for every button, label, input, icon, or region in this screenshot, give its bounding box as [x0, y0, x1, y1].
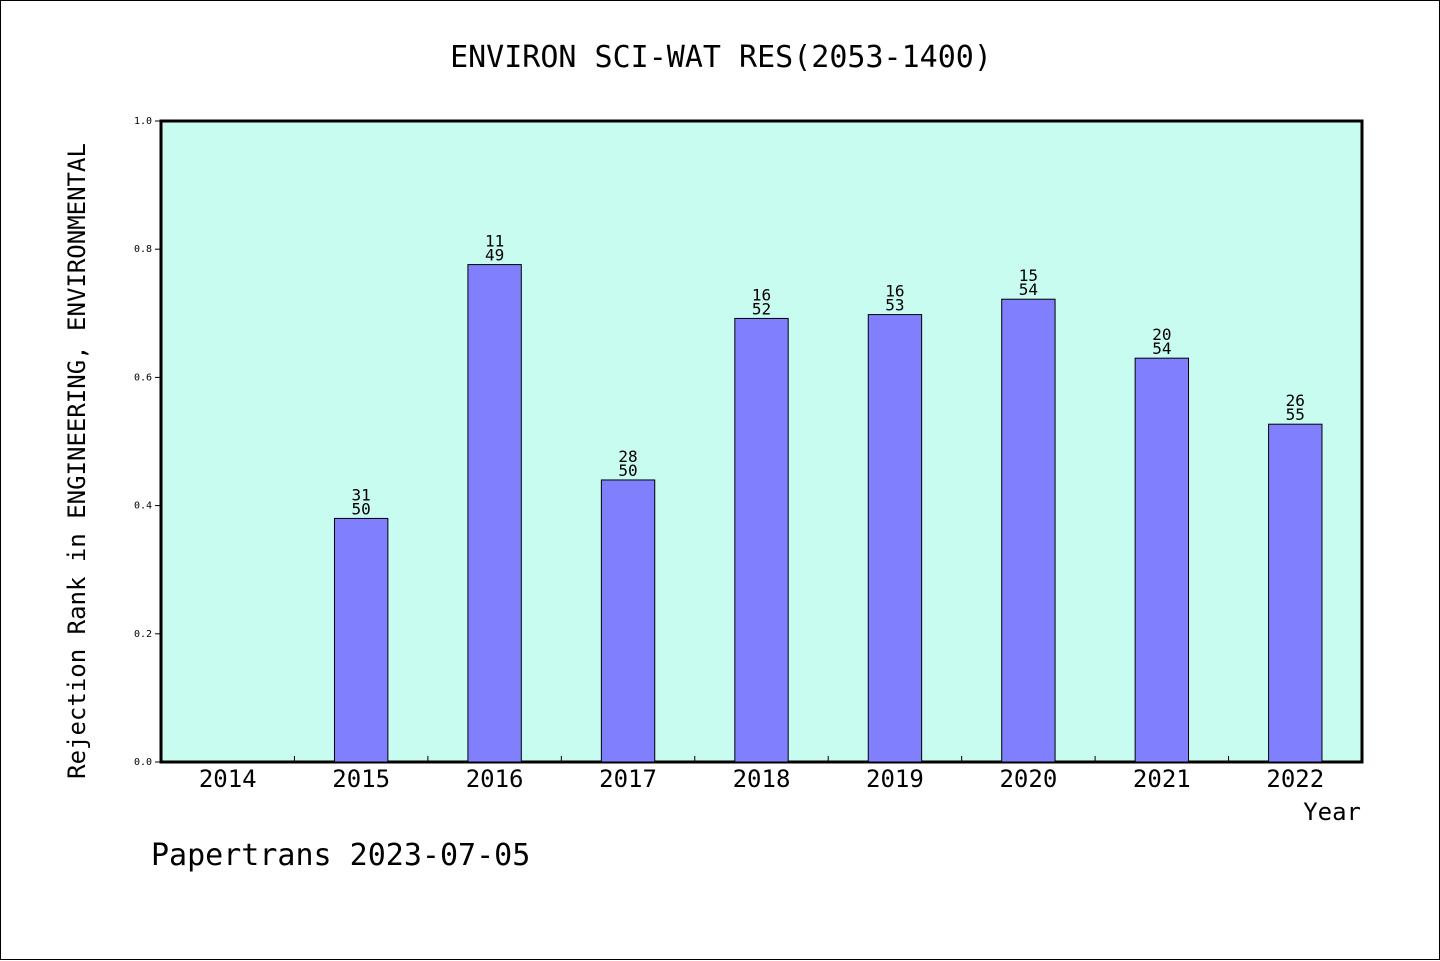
- bar-total-label: 54: [1019, 280, 1038, 299]
- bar-total-label: 54: [1152, 339, 1171, 358]
- y-axis: 0.0 0.2 0.4 0.6 0.8 1.0: [134, 116, 161, 768]
- x-tick-label: 2020: [999, 765, 1057, 793]
- x-axis: 2014 2015 2016 2017 2018 2019 2020 2021 2022: [199, 756, 1324, 793]
- bar-total-label: 53: [885, 296, 904, 315]
- bar-rank-label: 15: [1019, 266, 1038, 285]
- y-tick-label: 0.8: [134, 244, 152, 255]
- bar: [734, 317, 789, 763]
- bar: [1268, 423, 1323, 763]
- bar: [333, 517, 389, 763]
- x-tick-label: 2018: [733, 765, 791, 793]
- bar-rank-label: 16: [885, 282, 904, 301]
- x-tick-label: 2016: [466, 765, 524, 793]
- y-tick-label: 0.6: [134, 372, 152, 383]
- bar: [1134, 357, 1190, 763]
- bar-rank-label: 20: [1152, 325, 1171, 344]
- footer-date-stamp: Papertrans 2023-07-05: [151, 838, 530, 873]
- bar-rank-label: 31: [352, 485, 371, 504]
- bar: [867, 314, 923, 763]
- bar-rank-label: 16: [752, 285, 771, 304]
- chart-title: ENVIRON SCI-WAT RES(2053-1400): [450, 40, 992, 75]
- y-tick-label: 0.0: [134, 757, 152, 768]
- bar-total-label: 55: [1286, 405, 1305, 424]
- x-tick-label: 2014: [199, 765, 257, 793]
- bar-rank-label: 28: [618, 447, 637, 466]
- x-tick-label: 2019: [866, 765, 924, 793]
- bar-total-label: 50: [352, 499, 371, 518]
- bar-total-label: 49: [485, 246, 504, 265]
- y-tick-label: 0.4: [134, 501, 152, 512]
- x-axis-label: Year: [1303, 798, 1361, 826]
- bar-rank-label: 11: [485, 232, 504, 251]
- bar: [600, 479, 656, 763]
- x-tick-label: 2022: [1266, 765, 1324, 793]
- bar-rank-label: 26: [1286, 391, 1305, 410]
- y-tick-label: 1.0: [134, 116, 152, 127]
- bar-total-label: 52: [752, 299, 771, 318]
- y-tick-label: 0.2: [134, 629, 152, 640]
- bar-total-label: 50: [618, 461, 637, 480]
- x-tick-label: 2021: [1133, 765, 1191, 793]
- x-tick-label: 2015: [332, 765, 390, 793]
- bar: [467, 264, 522, 763]
- bars: [333, 264, 1323, 763]
- x-tick-label: 2017: [599, 765, 657, 793]
- y-axis-label: Rejection Rank in ENGINEERING, ENVIRONME…: [63, 143, 91, 779]
- bar: [1001, 298, 1056, 763]
